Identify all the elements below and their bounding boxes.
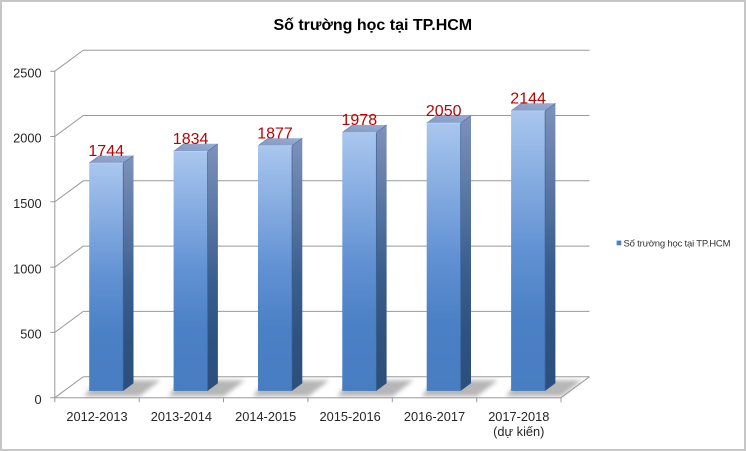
svg-text:2000: 2000 [13,131,41,146]
svg-text:2050: 2050 [426,103,462,120]
svg-text:1500: 1500 [13,196,41,211]
svg-text:2013-2014: 2013-2014 [151,409,212,424]
svg-text:0: 0 [34,392,41,407]
svg-text:2144: 2144 [510,91,546,108]
svg-text:1978: 1978 [342,112,378,129]
svg-text:1000: 1000 [13,261,41,276]
svg-text:(dự kiến): (dự kiến) [493,424,544,439]
svg-text:2017-2018: 2017-2018 [488,409,549,424]
svg-text:2500: 2500 [13,65,41,80]
svg-text:2014-2015: 2014-2015 [235,409,296,424]
svg-text:500: 500 [20,327,41,342]
svg-text:1744: 1744 [88,143,124,160]
svg-text:1834: 1834 [173,131,209,148]
svg-text:2012-2013: 2012-2013 [66,409,127,424]
svg-text:2016-2017: 2016-2017 [404,409,465,424]
svg-text:1877: 1877 [257,125,293,142]
svg-text:Số trường học tại TP.HCM: Số trường học tại TP.HCM [624,238,731,249]
svg-text:2015-2016: 2015-2016 [319,409,380,424]
svg-text:Số trường học tại TP.HCM: Số trường học tại TP.HCM [273,17,472,34]
